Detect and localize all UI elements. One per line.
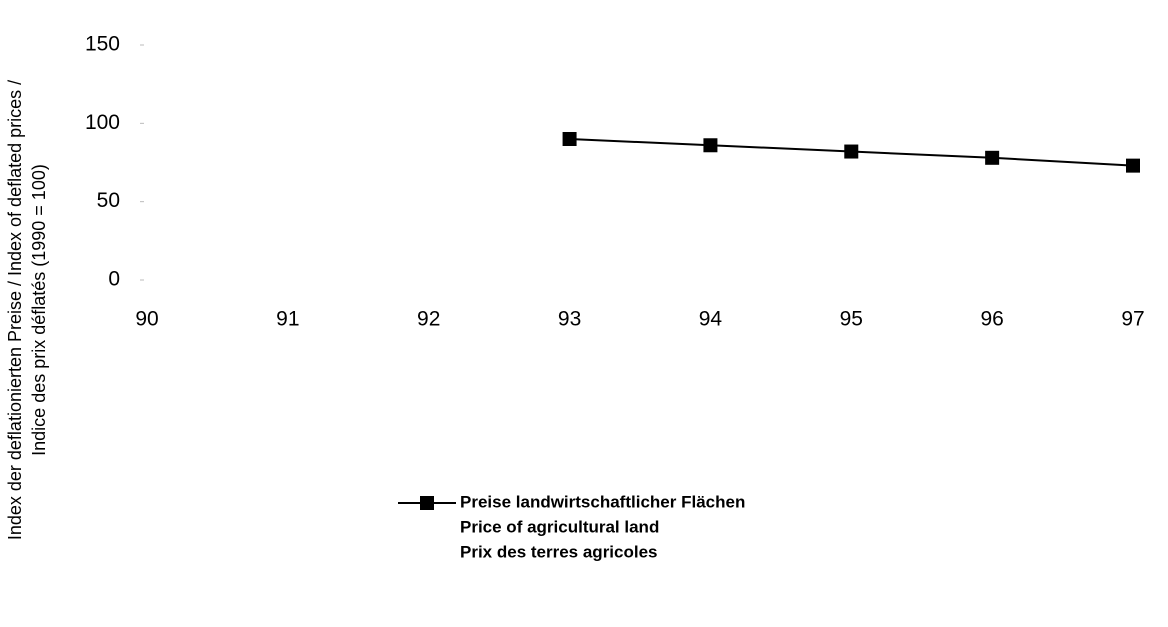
point-marker [844,144,859,159]
x-tick-label: 97 [1121,308,1144,331]
y-tick-label: 150 [85,33,120,56]
point-marker [985,150,1000,165]
legend-label: Preise landwirtschaftlicher Flächen [460,492,745,511]
x-tick-label: 93 [558,308,581,331]
legend-label: Price of agricultural land [460,517,659,536]
legend-label: Prix des terres agricoles [460,542,658,561]
x-tick-label: 91 [276,308,299,331]
y-axis-label: Index der deflationierten Preise / Index… [5,80,49,540]
y-tick-label: 100 [85,111,120,134]
x-tick-label: 96 [980,308,1003,331]
y-axis-label-line: Index der deflationierten Preise / Index… [5,80,25,540]
point-marker [1126,158,1140,173]
x-tick-label: 92 [417,308,440,331]
y-axis-label-line: Indice des prix déflatés (1990 = 100) [29,164,49,456]
point-marker [703,138,718,153]
legend-marker [420,496,434,510]
x-tick-label: 95 [840,308,863,331]
y-tick-label: 0 [108,268,120,291]
x-tick-label: 94 [699,308,723,331]
point-marker [562,132,577,146]
x-tick-label: 90 [135,308,158,331]
y-tick-label: 50 [97,189,120,212]
